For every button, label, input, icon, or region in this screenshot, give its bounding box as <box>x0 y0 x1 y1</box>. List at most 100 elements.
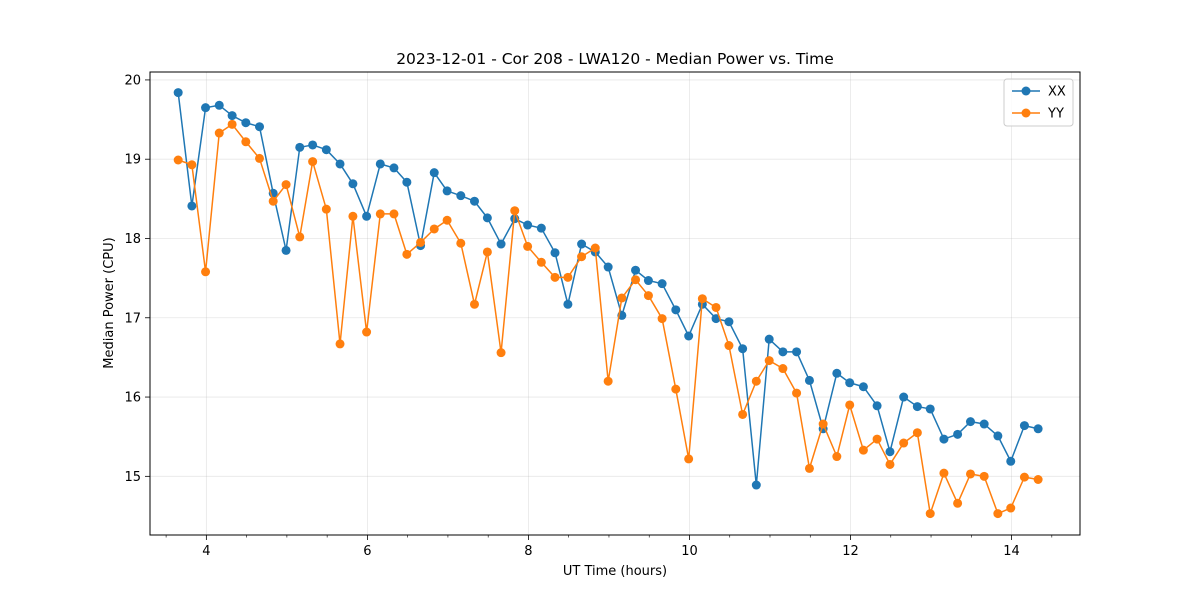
data-point-yy <box>899 438 909 448</box>
data-point-xx <box>496 239 506 249</box>
x-tick-label: 4 <box>202 544 210 559</box>
legend-item-yy: YY <box>1012 107 1064 122</box>
data-point-xx <box>1006 456 1016 466</box>
data-point-yy <box>375 209 385 219</box>
y-tick-label: 20 <box>124 73 141 88</box>
legend-swatch-marker <box>1021 108 1031 118</box>
data-point-yy <box>214 128 224 138</box>
data-point-xx <box>281 245 291 255</box>
data-point-yy <box>362 327 372 337</box>
data-point-yy <box>751 376 761 386</box>
data-point-yy <box>711 302 721 312</box>
data-point-xx <box>201 103 211 113</box>
data-point-xx <box>362 211 372 221</box>
data-point-xx <box>603 262 613 272</box>
data-point-yy <box>442 215 452 225</box>
data-point-xx <box>295 142 305 152</box>
data-point-yy <box>912 428 922 438</box>
data-point-xx <box>684 331 694 341</box>
data-point-yy <box>885 459 895 469</box>
data-point-yy <box>482 247 492 257</box>
data-point-xx <box>993 431 1003 441</box>
y-tick-label: 19 <box>124 153 141 168</box>
data-point-yy <box>268 196 278 206</box>
data-point-yy <box>255 153 265 163</box>
data-point-yy <box>818 419 828 429</box>
data-point-xx <box>778 347 788 357</box>
data-point-yy <box>845 400 855 410</box>
data-point-yy <box>201 267 211 277</box>
data-point-yy <box>187 160 197 170</box>
data-point-yy <box>804 463 814 473</box>
data-point-xx <box>536 223 546 233</box>
data-point-yy <box>281 180 291 190</box>
data-point-yy <box>792 388 802 398</box>
legend-label: XX <box>1048 85 1066 100</box>
data-point-xx <box>335 159 345 169</box>
legend-label: YY <box>1047 107 1064 122</box>
data-point-yy <box>523 241 533 251</box>
data-point-xx <box>832 368 842 378</box>
data-point-yy <box>590 243 600 253</box>
data-point-xx <box>643 276 653 286</box>
data-point-yy <box>738 409 748 419</box>
data-point-xx <box>965 417 975 427</box>
data-point-xx <box>845 378 855 388</box>
data-point-xx <box>241 118 251 128</box>
data-point-xx <box>939 434 949 444</box>
y-axis-label: Median Power (CPU) <box>102 237 117 368</box>
data-point-yy <box>1033 475 1043 485</box>
y-tick-label: 16 <box>124 391 141 406</box>
data-point-xx <box>456 191 466 201</box>
data-point-yy <box>872 434 882 444</box>
data-point-yy <box>295 232 305 242</box>
data-point-yy <box>671 384 681 394</box>
x-tick-label: 8 <box>524 544 532 559</box>
x-tick-label: 6 <box>363 544 371 559</box>
data-point-yy <box>308 157 318 167</box>
data-point-xx <box>657 279 667 289</box>
data-point-yy <box>389 209 399 219</box>
data-point-xx <box>375 159 385 169</box>
data-point-yy <box>241 137 251 147</box>
data-point-xx <box>738 344 748 354</box>
data-point-xx <box>187 201 197 211</box>
x-axis-label: UT Time (hours) <box>563 564 667 579</box>
data-point-yy <box>724 341 734 351</box>
data-point-xx <box>550 248 560 258</box>
y-tick-label: 15 <box>124 470 141 485</box>
data-point-xx <box>899 392 909 402</box>
series-layer <box>173 88 1043 519</box>
data-point-yy <box>402 249 412 259</box>
data-point-xx <box>804 375 814 385</box>
data-point-xx <box>979 419 989 429</box>
data-point-yy <box>456 238 466 248</box>
data-point-xx <box>255 122 265 132</box>
data-point-xx <box>872 401 882 411</box>
ticks: 4 6 8 10 12 14 15 16 17 18 19 20 <box>124 73 1053 559</box>
data-point-yy <box>173 155 183 165</box>
data-point-xx <box>173 88 183 98</box>
data-point-yy <box>603 376 613 386</box>
data-point-xx <box>348 179 358 189</box>
data-point-yy <box>939 468 949 478</box>
plot-frame <box>149 71 1081 536</box>
series-yy <box>173 119 1043 519</box>
data-point-xx <box>469 196 479 206</box>
data-point-xx <box>1019 421 1029 431</box>
data-point-yy <box>577 252 587 262</box>
data-point-yy <box>429 224 439 234</box>
data-point-xx <box>885 447 895 457</box>
data-point-yy <box>858 445 868 455</box>
data-point-xx <box>724 317 734 327</box>
data-point-yy <box>563 272 573 282</box>
data-point-xx <box>671 305 681 315</box>
data-point-yy <box>778 364 788 374</box>
data-point-xx <box>925 404 935 414</box>
data-point-xx <box>402 177 412 187</box>
data-point-xx <box>523 220 533 230</box>
data-point-xx <box>389 163 399 173</box>
chart-title: 2023-12-01 - Cor 208 - LWA120 - Median P… <box>396 50 834 68</box>
data-point-yy <box>617 293 627 303</box>
